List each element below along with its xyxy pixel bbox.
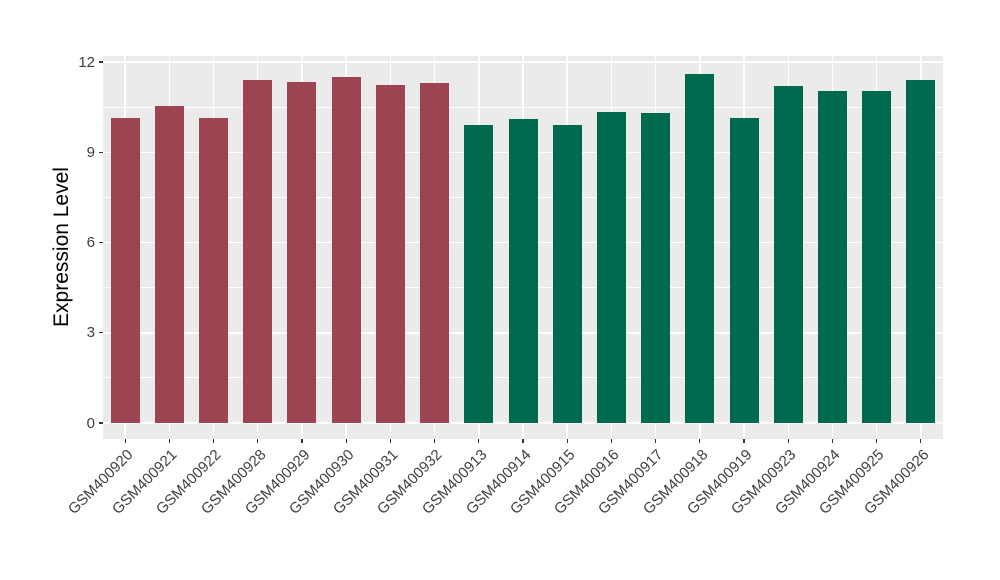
y-tick-label: 3 — [86, 324, 95, 342]
y-tick-mark — [99, 422, 103, 424]
x-tick-mark — [787, 439, 789, 443]
bar-GSM400918 — [685, 74, 715, 423]
x-tick-mark — [566, 439, 568, 443]
bar-GSM400922 — [199, 117, 229, 423]
bar-GSM400926 — [906, 80, 936, 423]
bar-GSM400929 — [287, 81, 317, 423]
bar-GSM400925 — [862, 90, 892, 423]
bar-GSM400914 — [508, 119, 538, 423]
x-tick-mark — [257, 439, 259, 443]
y-tick-mark — [99, 332, 103, 334]
x-tick-mark — [212, 439, 215, 443]
y-tick-mark — [99, 241, 103, 244]
bar-GSM400924 — [817, 90, 847, 423]
x-tick-mark — [655, 439, 657, 443]
y-tick-mark — [99, 61, 103, 63]
x-tick-mark — [301, 439, 303, 443]
bar-GSM400915 — [552, 125, 582, 423]
x-tick-mark — [478, 439, 480, 443]
y-tick-label: 6 — [86, 234, 95, 252]
x-tick-mark — [168, 439, 170, 443]
x-tick-mark — [389, 439, 391, 443]
bar-GSM400928 — [243, 80, 273, 423]
bar-GSM400916 — [596, 111, 626, 423]
bar-GSM400921 — [154, 105, 184, 423]
y-tick-mark — [99, 151, 103, 153]
bar-GSM400930 — [331, 77, 361, 423]
x-tick-mark — [743, 439, 745, 443]
bar-GSM400919 — [729, 117, 759, 423]
x-tick-mark — [699, 439, 701, 443]
y-tick-label: 0 — [86, 414, 95, 432]
bar-GSM400920 — [110, 117, 140, 423]
y-tick-label: 9 — [86, 143, 95, 161]
bar-GSM400917 — [641, 113, 671, 423]
bar-GSM400923 — [773, 86, 803, 423]
x-tick-mark — [876, 439, 878, 443]
x-tick-mark — [920, 439, 922, 443]
x-tick-mark — [345, 439, 347, 443]
plot-panel — [103, 56, 943, 439]
bar-GSM400913 — [464, 125, 494, 423]
bar-GSM400932 — [420, 83, 450, 423]
x-tick-mark — [610, 439, 612, 443]
x-tick-mark — [433, 439, 436, 443]
x-tick-mark — [831, 439, 834, 443]
x-tick-mark — [124, 439, 126, 443]
x-tick-mark — [522, 439, 524, 443]
y-tick-label: 12 — [78, 53, 95, 71]
bar-GSM400931 — [375, 84, 405, 423]
